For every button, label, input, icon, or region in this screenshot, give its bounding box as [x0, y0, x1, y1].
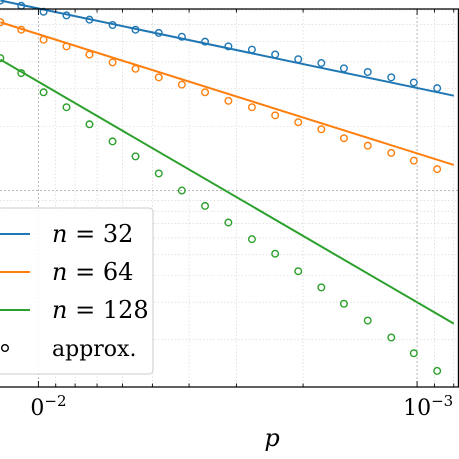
- approx-point-32: [0, 0, 5, 5]
- axes-frame: [0, 8, 459, 388]
- approx-point-128: [294, 267, 303, 276]
- approx-point-64: [294, 118, 303, 127]
- approx-point-64: [387, 148, 396, 157]
- major-gridlines: [0, 9, 459, 387]
- approx-point-32: [201, 37, 210, 46]
- x-tick-label: 0−2: [30, 392, 66, 421]
- approx-point-128: [108, 137, 117, 146]
- series-line-64: [0, 21, 455, 166]
- approx-point-64: [17, 25, 26, 34]
- x-axis-label-text: p: [264, 424, 279, 452]
- approx-point-64: [154, 73, 163, 82]
- approx-point-32: [387, 73, 396, 82]
- approx-point-128: [39, 88, 48, 97]
- x-ticks: [37, 9, 455, 387]
- approx-point-64: [433, 165, 442, 174]
- approx-point-128: [247, 235, 256, 244]
- approx-point-128: [224, 218, 233, 227]
- approx-point-64: [177, 80, 186, 89]
- approx-point-64: [339, 134, 348, 143]
- approx-point-64: [271, 111, 280, 120]
- approx-point-64: [201, 88, 210, 97]
- approx-point-128: [85, 120, 94, 129]
- approx-point-32: [294, 55, 303, 64]
- approx-point-32: [85, 15, 94, 24]
- series-line-32: [0, 0, 454, 97]
- legend-swatch-circle: [1, 344, 9, 353]
- approx-point-32: [339, 64, 348, 73]
- approx-point-64: [363, 141, 372, 150]
- approx-point-128: [339, 299, 348, 308]
- x-tick-label: 10−3: [403, 392, 453, 421]
- approx-point-64: [85, 50, 94, 59]
- legend-item: n = 32: [0, 220, 133, 248]
- legend-box: [0, 207, 154, 375]
- approx-point-64: [409, 156, 418, 165]
- approx-point-32: [154, 28, 163, 37]
- approx-point-128: [201, 201, 210, 210]
- legend-label: n = 64: [52, 258, 133, 286]
- approx-point-32: [62, 11, 71, 20]
- legend: n = 32 n = 64 n = 128 approx.: [0, 207, 154, 375]
- approx-point-32: [433, 84, 442, 93]
- approx-point-128: [317, 283, 326, 292]
- approx-point-128: [433, 366, 442, 375]
- approx-point-128: [177, 186, 186, 195]
- legend-item: approx.: [1, 337, 136, 362]
- approx-point-128: [131, 152, 140, 161]
- approx-point-32: [224, 42, 233, 51]
- legend-label: n = 32: [52, 220, 133, 248]
- approx-point-64: [317, 125, 326, 134]
- approx-point-128: [154, 169, 163, 178]
- approx-point-128: [17, 69, 26, 78]
- series-lines: [0, 0, 455, 325]
- approx-point-64: [0, 18, 5, 27]
- x-axis-label: p: [264, 424, 279, 452]
- approx-point-128: [0, 54, 5, 63]
- series-markers: [0, 0, 442, 375]
- series-line-128: [0, 58, 455, 325]
- approx-point-64: [247, 103, 256, 112]
- approx-point-32: [271, 50, 280, 59]
- approx-point-32: [108, 20, 117, 29]
- legend-label: n = 128: [52, 296, 149, 324]
- approx-point-32: [131, 25, 140, 34]
- legend-item: n = 128: [0, 296, 149, 324]
- approx-point-128: [363, 316, 372, 325]
- approx-point-32: [317, 59, 326, 68]
- legend-item: n = 64: [0, 258, 133, 286]
- approx-point-128: [409, 349, 418, 358]
- approx-point-128: [62, 103, 71, 112]
- approx-point-64: [108, 58, 117, 67]
- x-tick-labels: 0−2 10−3: [30, 392, 453, 421]
- minor-gridlines: [0, 9, 459, 387]
- approx-point-64: [224, 96, 233, 105]
- approx-point-64: [39, 35, 48, 44]
- approx-point-32: [409, 78, 418, 87]
- approx-point-32: [247, 45, 256, 54]
- approx-point-64: [62, 42, 71, 51]
- approx-point-128: [387, 333, 396, 342]
- legend-label: approx.: [52, 337, 136, 362]
- approx-point-32: [363, 68, 372, 77]
- approx-point-64: [131, 64, 140, 73]
- approx-point-32: [177, 32, 186, 41]
- approx-point-128: [271, 249, 280, 258]
